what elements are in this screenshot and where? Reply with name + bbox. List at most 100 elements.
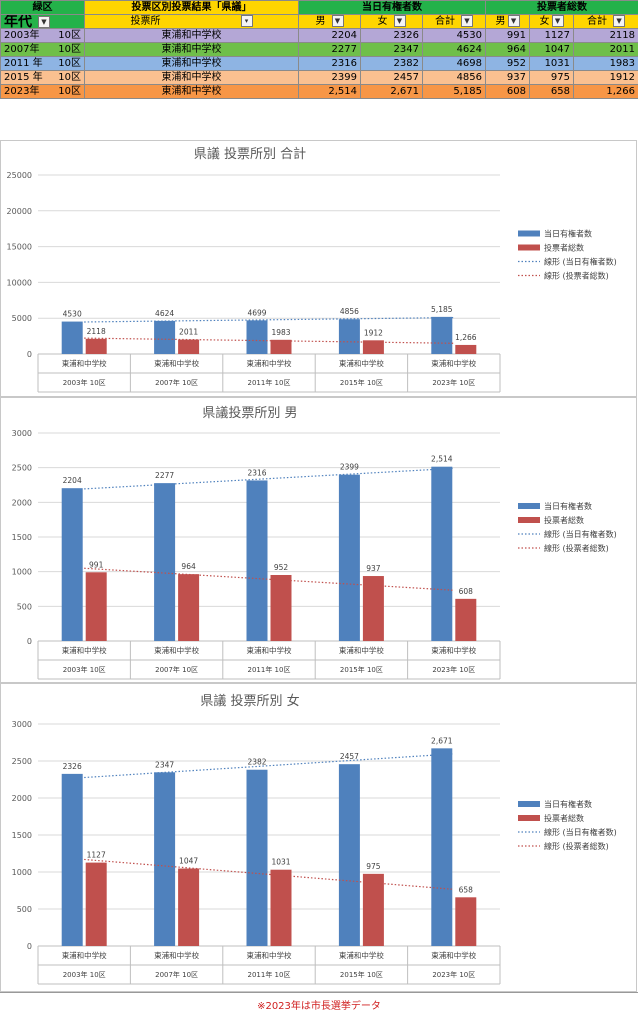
eligible-female-cell[interactable]: 2326 <box>360 28 423 43</box>
table-row[interactable]: 2007年 10区 東浦和中学校 2277 2347 4624 964 1047 2011 <box>0 42 638 57</box>
eligible-male-cell[interactable]: 2399 <box>298 70 361 85</box>
title-header: 投票区別投票結果「県議」 <box>84 0 299 15</box>
table-row[interactable]: 2015 年 10区 東浦和中学校 2399 2457 4856 937 975 1912 <box>0 70 638 85</box>
y-tick-label: 500 <box>17 602 32 611</box>
chart-title: 県議投票所別 男 <box>202 405 297 421</box>
data-label: 2011 <box>179 328 198 337</box>
year-cell[interactable]: 2015 年 10区 <box>0 70 85 85</box>
bar-eligible <box>154 320 176 354</box>
legend-label: 当日有権者数 <box>544 229 592 239</box>
x-category-label: 東浦和中学校 <box>247 950 292 960</box>
voters-female-cell[interactable]: 975 <box>529 70 575 85</box>
x-category-sublabel: 2007年 10区 <box>155 970 198 979</box>
trendline-voters <box>84 337 454 344</box>
voters-total-cell[interactable]: 1,266 <box>573 84 638 99</box>
filter-dropdown-icon[interactable]: ▼ <box>551 15 564 27</box>
voters-male-cell[interactable]: 937 <box>485 70 531 85</box>
eligible-female-cell[interactable]: 2347 <box>360 42 423 57</box>
eligible-male-cell[interactable]: 2277 <box>298 42 361 57</box>
eligible-total-cell[interactable]: 4698 <box>421 56 487 71</box>
eligible-male-cell[interactable]: 2204 <box>298 28 361 43</box>
trendline-voters <box>84 567 454 591</box>
filter-dropdown-icon[interactable]: ▼ <box>393 15 406 27</box>
trendline-eligible <box>84 753 454 779</box>
voters-female-cell[interactable]: 1031 <box>529 56 575 71</box>
filter-dropdown-icon[interactable]: ▼ <box>331 15 344 27</box>
year-cell[interactable]: 2023年 10区 <box>0 84 85 99</box>
table-body: 2003年 10区 東浦和中学校 2204 2326 4530 991 1127 2118 200… <box>0 28 638 99</box>
bar-eligible <box>246 769 268 946</box>
voters-total-cell[interactable]: 2011 <box>573 42 638 57</box>
chart-total-svg: 県議 投票所別 合計 0 5000 10000 15000 20000 25000 東浦和中学… <box>0 140 637 397</box>
year-column-header[interactable]: 年代 ▼ <box>0 14 85 29</box>
station-cell[interactable]: 東浦和中学校 <box>84 28 299 43</box>
bar-eligible <box>431 316 453 354</box>
eligible-female-cell[interactable]: 2382 <box>360 56 423 71</box>
eligible-total-cell[interactable]: 4624 <box>421 42 487 57</box>
eligible-female-cell[interactable]: 2457 <box>360 70 423 85</box>
data-label: 4624 <box>155 309 174 318</box>
year-cell[interactable]: 2003年 10区 <box>0 28 85 43</box>
voters-male-cell[interactable]: 964 <box>485 42 531 57</box>
voters-female-cell[interactable]: 1047 <box>529 42 575 57</box>
col-voters-female[interactable]: 女 ▼ <box>529 14 575 29</box>
year-cell[interactable]: 2007年 10区 <box>0 42 85 57</box>
col-eligible-male[interactable]: 男 ▼ <box>298 14 361 29</box>
x-category-sublabel: 2023年 10区 <box>432 378 475 387</box>
col-voters-total[interactable]: 合計 ▼ <box>573 14 638 29</box>
legend-swatch-eligible <box>518 801 540 807</box>
station-cell[interactable]: 東浦和中学校 <box>84 84 299 99</box>
bar-voters <box>85 862 107 946</box>
data-label: 1983 <box>271 328 290 337</box>
voters-male-cell[interactable]: 952 <box>485 56 531 71</box>
voters-male-cell[interactable]: 608 <box>485 84 531 99</box>
eligible-total-cell[interactable]: 5,185 <box>421 84 487 99</box>
data-label: 1,266 <box>455 333 477 342</box>
eligible-male-cell[interactable]: 2316 <box>298 56 361 71</box>
chart-total: 県議 投票所別 合計 0 5000 10000 15000 20000 25000 東浦和中学… <box>0 140 638 397</box>
x-category-sublabel: 2007年 10区 <box>155 378 198 387</box>
filter-active-icon[interactable]: ▾ <box>240 15 253 27</box>
table-row[interactable]: 2003年 10区 東浦和中学校 2204 2326 4530 991 1127 2118 <box>0 28 638 43</box>
col-eligible-total[interactable]: 合計 ▼ <box>421 14 487 29</box>
filter-dropdown-icon[interactable]: ▼ <box>461 15 473 27</box>
voters-male-cell[interactable]: 991 <box>485 28 531 43</box>
voters-female-cell[interactable]: 1127 <box>529 28 575 43</box>
voters-total-cell[interactable]: 1983 <box>573 56 638 71</box>
table-row[interactable]: 2023年 10区 東浦和中学校 2,514 2,671 5,185 608 658 1,266 <box>0 84 638 99</box>
bar-eligible <box>246 320 268 354</box>
station-cell[interactable]: 東浦和中学校 <box>84 70 299 85</box>
year-text: 2003年 <box>4 29 40 41</box>
station-cell[interactable]: 東浦和中学校 <box>84 42 299 57</box>
bar-eligible <box>338 764 360 946</box>
legend-label: 線形 (当日有権者数) <box>544 257 617 267</box>
col-eligible-female[interactable]: 女 ▼ <box>360 14 423 29</box>
station-column-header[interactable]: 投票所 ▾ <box>84 14 299 29</box>
bar-eligible <box>154 483 176 641</box>
footer-note: ※2023年は市長選挙データ <box>0 992 638 1023</box>
x-category-label: 東浦和中学校 <box>431 950 476 960</box>
col-voters-male[interactable]: 男 ▼ <box>485 14 531 29</box>
data-label: 1031 <box>271 858 290 867</box>
eligible-total-cell[interactable]: 4856 <box>421 70 487 85</box>
filter-dropdown-icon[interactable]: ▼ <box>507 15 520 27</box>
station-cell[interactable]: 東浦和中学校 <box>84 56 299 71</box>
filter-dropdown-icon[interactable]: ▼ <box>613 15 626 27</box>
x-category-sublabel: 2015年 10区 <box>340 665 383 674</box>
data-label: 4530 <box>63 310 82 319</box>
filter-dropdown-icon[interactable]: ▼ <box>38 15 50 28</box>
voters-female-cell[interactable]: 658 <box>529 84 575 99</box>
voters-total-cell[interactable]: 1912 <box>573 70 638 85</box>
y-tick-label: 1500 <box>12 831 32 840</box>
voters-total-cell[interactable]: 2118 <box>573 28 638 43</box>
eligible-male-cell[interactable]: 2,514 <box>298 84 361 99</box>
year-cell[interactable]: 2011 年 10区 <box>0 56 85 71</box>
y-tick-label: 0 <box>27 637 32 646</box>
eligible-female-cell[interactable]: 2,671 <box>360 84 423 99</box>
data-label: 2,514 <box>431 455 453 464</box>
table-row[interactable]: 2011 年 10区 東浦和中学校 2316 2382 4698 952 1031 1983 <box>0 56 638 71</box>
eligible-total-cell[interactable]: 4530 <box>421 28 487 43</box>
legend-swatch-eligible <box>518 230 540 237</box>
bar-eligible <box>61 773 83 946</box>
y-tick-label: 15000 <box>7 243 32 252</box>
